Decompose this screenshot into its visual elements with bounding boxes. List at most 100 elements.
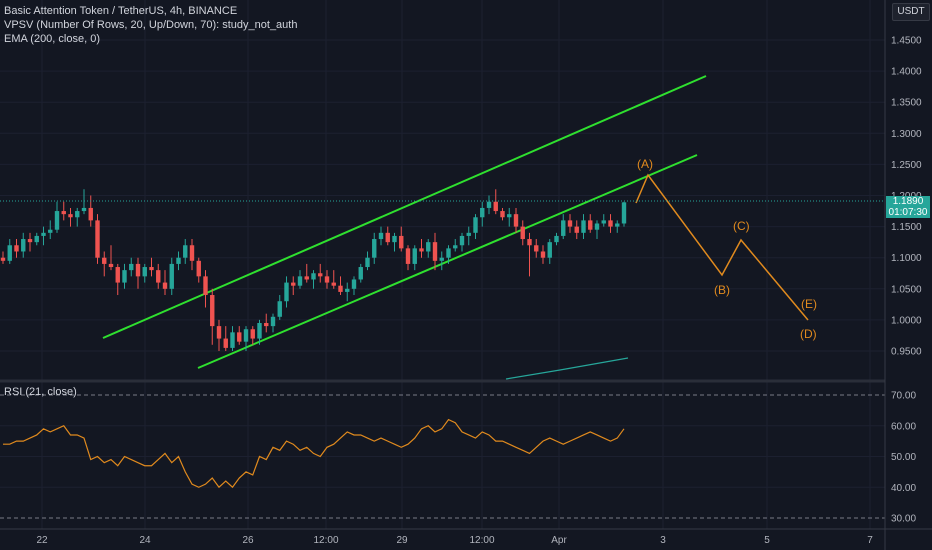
price-tick-label: 1.1500 bbox=[891, 222, 922, 233]
channel-lower-line bbox=[197, 154, 698, 369]
candle-body bbox=[500, 211, 505, 218]
rsi-axis[interactable]: 70.00 60.00 50.00 40.00 30.00 bbox=[891, 391, 916, 525]
candle-body bbox=[27, 239, 33, 243]
candle-body bbox=[473, 217, 478, 233]
time-tick-label: Apr bbox=[551, 535, 567, 546]
rsi-indicator-label[interactable]: RSI (21, close) bbox=[4, 386, 77, 398]
rsi-tick-label: 50.00 bbox=[891, 452, 916, 463]
time-tick-label: 22 bbox=[36, 535, 48, 546]
candle-body bbox=[412, 248, 417, 264]
candle-body bbox=[34, 235, 39, 243]
candle-body bbox=[210, 295, 215, 327]
candle-body bbox=[426, 242, 431, 252]
time-tick-label: 7 bbox=[867, 535, 873, 546]
candle-body bbox=[115, 267, 120, 283]
vpsv-indicator-label[interactable]: VPSV (Number Of Rows, 20, Up/Down, 70): … bbox=[4, 19, 298, 31]
candle-body bbox=[439, 257, 444, 261]
wave-label-a: (A) bbox=[637, 157, 653, 171]
rsi-tick-label: 30.00 bbox=[891, 514, 916, 525]
candle-body bbox=[540, 251, 546, 258]
candle-body bbox=[7, 245, 12, 261]
price-tick-label: 1.3000 bbox=[891, 129, 922, 140]
candle-body bbox=[129, 263, 134, 271]
candle-body bbox=[41, 232, 46, 236]
price-axis[interactable]: 1.45001.40001.35001.30001.25001.20001.15… bbox=[891, 36, 922, 358]
candle-body bbox=[284, 282, 289, 302]
channel-upper-line bbox=[102, 75, 707, 339]
time-tick-label: 29 bbox=[396, 535, 408, 546]
candle-body bbox=[318, 273, 323, 277]
candle-body bbox=[534, 245, 539, 252]
candle-body bbox=[14, 245, 19, 252]
candle-body bbox=[230, 332, 235, 348]
candle-body bbox=[453, 245, 458, 249]
candle-body bbox=[250, 329, 255, 339]
candle-body bbox=[291, 282, 296, 286]
candle-body bbox=[351, 279, 357, 289]
candle-body bbox=[75, 211, 80, 218]
candle-body bbox=[574, 226, 579, 233]
candle-body bbox=[21, 239, 26, 252]
candle-body bbox=[372, 239, 377, 258]
candle-body bbox=[615, 223, 620, 227]
candle-body bbox=[48, 229, 53, 233]
candle-body bbox=[486, 201, 492, 208]
currency-badge[interactable]: USDT bbox=[892, 3, 930, 21]
candle-body bbox=[405, 248, 411, 264]
time-axis[interactable]: 22 24 26 12:00 29 12:00 Apr 3 5 7 bbox=[36, 535, 873, 546]
candle-body bbox=[392, 235, 397, 243]
candle-body bbox=[122, 270, 127, 283]
candles-group bbox=[0, 189, 627, 351]
candle-body bbox=[365, 257, 370, 268]
candle-body bbox=[142, 267, 147, 277]
candle-body bbox=[594, 223, 600, 230]
ema-line bbox=[505, 357, 629, 380]
time-tick-label: 24 bbox=[139, 535, 151, 546]
candle-body bbox=[61, 211, 66, 215]
price-tick-label: 1.0500 bbox=[891, 284, 922, 295]
candle-body bbox=[588, 220, 593, 230]
rsi-line bbox=[3, 418, 625, 489]
candle-body bbox=[311, 273, 316, 280]
candle-body bbox=[567, 220, 573, 227]
candle-body bbox=[507, 214, 512, 218]
candle-body bbox=[237, 332, 242, 342]
time-tick-label: 5 bbox=[764, 535, 770, 546]
candle-body bbox=[68, 214, 73, 218]
candle-body bbox=[88, 207, 93, 221]
candle-body bbox=[527, 239, 532, 246]
price-tick-label: 1.2500 bbox=[891, 160, 922, 171]
wave-label-d: (D) bbox=[800, 327, 817, 341]
last-price-value: 1.1890 bbox=[892, 196, 924, 207]
candle-body bbox=[581, 220, 586, 233]
symbol-title[interactable]: Basic Attention Token / TetherUS, 4h, BI… bbox=[4, 5, 238, 17]
candle-body bbox=[561, 220, 566, 236]
chart-legend: Basic Attention Token / TetherUS, 4h, BI… bbox=[4, 4, 297, 46]
candle-body bbox=[459, 235, 465, 246]
wave-label-e: (E) bbox=[801, 297, 817, 311]
last-price-tag: 1.1890 01:07:30 bbox=[886, 196, 930, 218]
candle-body bbox=[378, 232, 384, 240]
ema-indicator-label[interactable]: EMA (200, close, 0) bbox=[4, 33, 100, 45]
wave-label-b: (B) bbox=[714, 283, 730, 297]
wave-label-c: (C) bbox=[733, 219, 750, 233]
candle-body bbox=[338, 285, 343, 292]
candle-body bbox=[156, 270, 161, 283]
candle-body bbox=[345, 288, 350, 292]
candle-body bbox=[432, 242, 438, 261]
candle-body bbox=[257, 323, 262, 339]
candle-body bbox=[102, 257, 107, 264]
candle-body bbox=[169, 263, 174, 289]
candle-body bbox=[216, 326, 222, 339]
candle-body bbox=[270, 316, 276, 327]
candle-body bbox=[520, 226, 525, 240]
candle-body bbox=[176, 257, 181, 264]
candle-body bbox=[95, 220, 100, 258]
candle-body bbox=[608, 220, 613, 227]
price-channel bbox=[102, 75, 707, 369]
time-tick-label: 12:00 bbox=[313, 535, 338, 546]
time-tick-label: 12:00 bbox=[469, 535, 494, 546]
rsi-tick-label: 40.00 bbox=[891, 483, 916, 494]
candle-body bbox=[183, 245, 188, 258]
